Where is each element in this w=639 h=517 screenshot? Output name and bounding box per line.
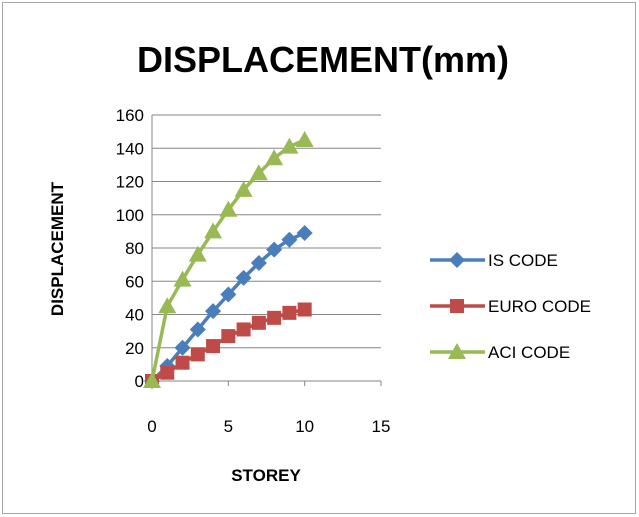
x-tick-label: 5 xyxy=(224,417,233,436)
legend-label: IS CODE xyxy=(488,251,558,270)
y-tick-label: 140 xyxy=(116,139,144,158)
data-point-is-code xyxy=(174,339,191,356)
series-line-is-code xyxy=(150,231,306,383)
data-point-is-code xyxy=(235,269,252,286)
data-point-aci-code xyxy=(249,164,268,181)
data-point-aci-code xyxy=(188,245,207,262)
y-tick-label: 0 xyxy=(135,372,144,391)
legend-item-aci-code: ACI CODE xyxy=(430,343,570,362)
y-tick-label: 120 xyxy=(116,173,144,192)
data-point-aci-code xyxy=(204,222,223,239)
x-axis-title: STOREY xyxy=(231,466,301,485)
x-tick-label: 0 xyxy=(147,417,156,436)
legend-marker xyxy=(448,343,466,359)
data-point-euro-code xyxy=(267,310,282,325)
data-point-is-code xyxy=(281,231,298,248)
series-line-aci-code xyxy=(150,138,306,382)
data-point-euro-code xyxy=(175,355,190,370)
data-point-euro-code xyxy=(297,302,312,317)
data-point-aci-code xyxy=(234,180,253,197)
x-tick-label: 10 xyxy=(295,417,314,436)
data-point-is-code xyxy=(189,321,206,338)
data-point-aci-code xyxy=(265,149,284,166)
data-point-euro-code xyxy=(236,322,251,337)
data-point-is-code xyxy=(250,254,267,271)
legend-item-euro-code: EURO CODE xyxy=(430,297,591,316)
data-point-aci-code xyxy=(280,137,299,154)
chart-title: DISPLACEMENT(mm) xyxy=(137,39,509,80)
data-point-aci-code xyxy=(143,372,161,388)
y-tick-label: 40 xyxy=(125,306,144,325)
legend-item-is-code: IS CODE xyxy=(430,251,558,270)
legend-label: EURO CODE xyxy=(488,297,591,316)
series-euro-code xyxy=(145,302,312,388)
series-aci-code xyxy=(143,130,314,388)
data-point-aci-code xyxy=(173,270,192,287)
data-point-euro-code xyxy=(190,347,205,362)
series-line-euro-code xyxy=(151,307,306,383)
data-point-is-code xyxy=(220,286,237,303)
data-point-euro-code xyxy=(251,315,266,330)
data-point-aci-code xyxy=(158,297,177,314)
x-tick-label: 15 xyxy=(372,417,391,436)
y-tick-label: 20 xyxy=(125,339,144,358)
data-point-aci-code xyxy=(219,200,238,217)
data-point-is-code xyxy=(266,241,283,258)
series-layer xyxy=(143,130,314,389)
data-point-euro-code xyxy=(160,365,175,380)
data-point-aci-code xyxy=(295,130,314,147)
y-axis-title: DISPLACEMENT xyxy=(48,181,67,316)
data-point-euro-code xyxy=(221,329,236,344)
axes: 0 20 40 60 80 100 120 140 160 0 5 10 15 xyxy=(116,106,391,436)
y-tick-label: 80 xyxy=(125,239,144,258)
data-point-is-code xyxy=(296,225,313,242)
legend-marker xyxy=(450,299,464,313)
data-point-is-code xyxy=(205,303,222,320)
data-point-euro-code xyxy=(206,339,221,354)
y-tick-label: 60 xyxy=(125,272,144,291)
legend-marker xyxy=(449,252,465,268)
y-tick-label: 160 xyxy=(116,106,144,125)
y-tick-label: 100 xyxy=(116,206,144,225)
data-point-euro-code xyxy=(282,305,297,320)
legend-label: ACI CODE xyxy=(488,343,570,362)
legend: IS CODE EURO CODE ACI CODE xyxy=(430,251,591,362)
